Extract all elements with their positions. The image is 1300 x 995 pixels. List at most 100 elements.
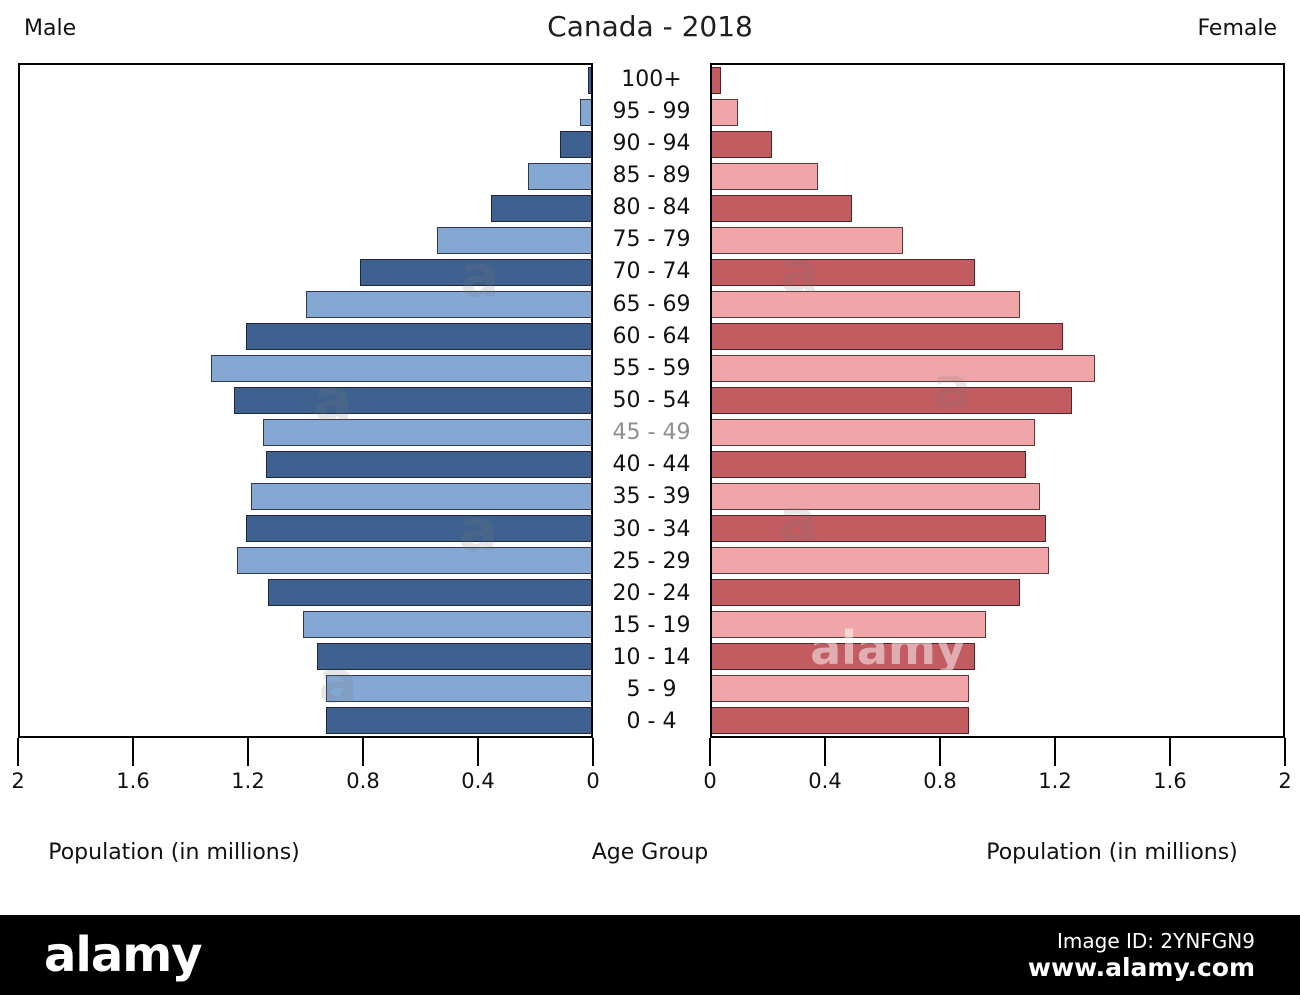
tick-mark-0.8 bbox=[939, 738, 941, 766]
tick-mark-0 bbox=[709, 738, 711, 766]
female-row-60-64 bbox=[712, 321, 1283, 353]
male-bar-95-99 bbox=[579, 99, 591, 127]
male-row-60-64 bbox=[20, 321, 591, 353]
male-row-25-29 bbox=[20, 544, 591, 576]
tick-label-2: 2 bbox=[11, 769, 25, 793]
tick-mark-2 bbox=[17, 738, 19, 766]
tick-mark-0.4 bbox=[824, 738, 826, 766]
female-bar-5-9 bbox=[712, 674, 969, 702]
female-bar-45-49 bbox=[712, 418, 1035, 446]
female-bars-plot bbox=[710, 63, 1285, 738]
female-row-25-29 bbox=[712, 544, 1283, 576]
female-bar-20-24 bbox=[712, 578, 1021, 606]
tick-mark-0.8 bbox=[362, 738, 364, 766]
tick-mark-0 bbox=[592, 738, 594, 766]
male-bar-20-24 bbox=[268, 578, 591, 606]
age-label-85-89: 85 - 89 bbox=[612, 162, 691, 188]
male-row-50-54 bbox=[20, 385, 591, 417]
male-side-label: Male bbox=[24, 16, 77, 41]
female-bar-15-19 bbox=[712, 610, 987, 638]
alamy-logo: alamy bbox=[44, 927, 203, 983]
chart-title: Canada - 2018 bbox=[547, 10, 753, 43]
male-bar-45-49 bbox=[262, 418, 591, 446]
female-bar-70-74 bbox=[712, 259, 975, 287]
female-bar-75-79 bbox=[712, 227, 904, 255]
male-bar-85-89 bbox=[528, 163, 591, 191]
male-row-0-4 bbox=[20, 704, 591, 736]
female-row-95-99 bbox=[712, 97, 1283, 129]
tick-label-1.6: 1.6 bbox=[1153, 769, 1187, 793]
tick-mark-1.6 bbox=[132, 738, 134, 766]
female-bar-65-69 bbox=[712, 291, 1021, 319]
female-row-85-89 bbox=[712, 161, 1283, 193]
age-label-75-79: 75 - 79 bbox=[612, 227, 691, 253]
female-axis-caption: Population (in millions) bbox=[986, 840, 1238, 865]
female-row-55-59 bbox=[712, 353, 1283, 385]
tick-mark-1.2 bbox=[247, 738, 249, 766]
age-label-55-59: 55 - 59 bbox=[612, 355, 691, 381]
female-row-80-84 bbox=[712, 193, 1283, 225]
female-row-70-74 bbox=[712, 257, 1283, 289]
age-label-40-44: 40 - 44 bbox=[612, 452, 691, 478]
female-row-35-39 bbox=[712, 480, 1283, 512]
female-bar-30-34 bbox=[712, 514, 1047, 542]
female-bar-35-39 bbox=[712, 482, 1041, 510]
female-row-90-94 bbox=[712, 129, 1283, 161]
footer-bar: alamy Image ID: 2YNFGN9 www.alamy.com bbox=[0, 915, 1300, 995]
tick-label-0.8: 0.8 bbox=[923, 769, 957, 793]
female-bar-85-89 bbox=[712, 163, 818, 191]
tick-label-0.4: 0.4 bbox=[808, 769, 842, 793]
tick-label-2: 2 bbox=[1278, 769, 1292, 793]
male-bar-70-74 bbox=[359, 259, 591, 287]
male-bar-65-69 bbox=[305, 291, 591, 319]
female-bar-60-64 bbox=[712, 323, 1064, 351]
male-bars-plot bbox=[18, 63, 593, 738]
male-row-45-49 bbox=[20, 416, 591, 448]
male-row-40-44 bbox=[20, 448, 591, 480]
female-bar-100plus bbox=[712, 67, 721, 95]
male-row-90-94 bbox=[20, 129, 591, 161]
male-bar-5-9 bbox=[325, 674, 591, 702]
female-row-100plus bbox=[712, 65, 1283, 97]
age-label-95-99: 95 - 99 bbox=[612, 98, 691, 124]
female-row-15-19 bbox=[712, 608, 1283, 640]
tick-label-0.8: 0.8 bbox=[346, 769, 380, 793]
male-axis-caption: Population (in millions) bbox=[48, 840, 300, 865]
female-row-5-9 bbox=[712, 672, 1283, 704]
male-row-80-84 bbox=[20, 193, 591, 225]
female-bar-0-4 bbox=[712, 706, 969, 734]
age-label-0-4: 0 - 4 bbox=[626, 709, 677, 735]
female-bar-80-84 bbox=[712, 195, 852, 223]
male-bar-25-29 bbox=[236, 546, 591, 574]
female-bar-25-29 bbox=[712, 546, 1049, 574]
male-row-100plus bbox=[20, 65, 591, 97]
male-row-75-79 bbox=[20, 225, 591, 257]
male-bar-100plus bbox=[588, 67, 591, 95]
female-row-40-44 bbox=[712, 448, 1283, 480]
male-bar-50-54 bbox=[234, 387, 591, 414]
tick-mark-0.4 bbox=[477, 738, 479, 766]
image-id-block: Image ID: 2YNFGN9 www.alamy.com bbox=[1028, 928, 1255, 982]
age-label-30-34: 30 - 34 bbox=[612, 516, 691, 542]
female-row-45-49 bbox=[712, 416, 1283, 448]
female-bar-90-94 bbox=[712, 131, 772, 159]
male-row-20-24 bbox=[20, 576, 591, 608]
age-label-60-64: 60 - 64 bbox=[612, 323, 691, 349]
age-label-50-54: 50 - 54 bbox=[612, 387, 691, 413]
female-bar-95-99 bbox=[712, 99, 738, 127]
tick-mark-1.6 bbox=[1169, 738, 1171, 766]
tick-label-0: 0 bbox=[703, 769, 717, 793]
male-bar-10-14 bbox=[316, 642, 591, 670]
male-bar-35-39 bbox=[251, 482, 591, 510]
tick-label-1.2: 1.2 bbox=[231, 769, 265, 793]
male-x-axis-ticks: 2 1.6 1.2 0.8 0.4 0 bbox=[11, 738, 600, 800]
female-row-0-4 bbox=[712, 704, 1283, 736]
male-row-30-34 bbox=[20, 512, 591, 544]
male-row-55-59 bbox=[20, 353, 591, 385]
male-bar-75-79 bbox=[436, 227, 591, 255]
age-label-100plus: 100+ bbox=[621, 66, 682, 92]
age-label-20-24: 20 - 24 bbox=[612, 580, 691, 606]
female-bar-50-54 bbox=[712, 387, 1072, 414]
male-bar-30-34 bbox=[245, 514, 591, 542]
male-row-70-74 bbox=[20, 257, 591, 289]
